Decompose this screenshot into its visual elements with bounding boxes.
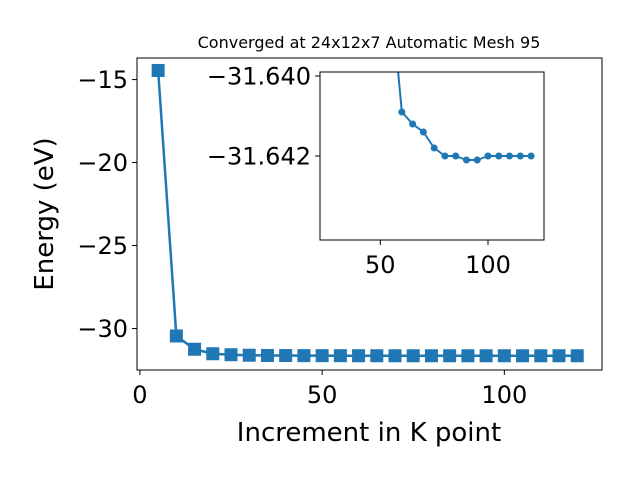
inset-x-tick-label: 100 xyxy=(465,251,511,279)
inset-data-point xyxy=(419,128,427,136)
inset-data-point xyxy=(506,152,514,160)
inset-series-marker-layer xyxy=(398,108,535,164)
inset-data-point xyxy=(462,156,470,164)
main-data-point xyxy=(151,63,165,77)
inset-y-tick-layer: −31.642 −31.640 xyxy=(207,62,320,170)
main-data-point xyxy=(352,349,366,363)
main-data-point xyxy=(534,349,548,363)
main-data-point xyxy=(279,349,293,363)
chart-title: Converged at 24x12x7 Automatic Mesh 95 xyxy=(198,33,541,52)
inset-data-point xyxy=(430,144,438,152)
main-data-point xyxy=(169,329,183,343)
inset-data-point xyxy=(441,152,449,160)
main-data-point xyxy=(388,349,402,363)
main-axes: 0 50 100 −15 −20 −25 −30 xyxy=(77,57,603,409)
main-x-tick-label: 0 xyxy=(132,381,147,409)
main-data-point xyxy=(333,349,347,363)
main-data-point xyxy=(497,349,511,363)
inset-axes: 50 100 −31.642 −31.640 xyxy=(207,62,545,279)
inset-data-point xyxy=(527,152,535,160)
x-axis-label: Increment in K point xyxy=(237,418,501,448)
main-data-point xyxy=(188,342,202,356)
inset-y-tick-label: −31.642 xyxy=(207,142,311,170)
main-data-point xyxy=(570,349,584,363)
main-y-tick-label: −20 xyxy=(77,149,128,177)
main-data-point xyxy=(443,349,457,363)
main-y-tick-layer: −15 −20 −25 −30 xyxy=(77,66,137,343)
inset-data-point xyxy=(409,120,417,128)
main-data-point xyxy=(406,349,420,363)
main-data-point xyxy=(461,349,475,363)
main-data-point xyxy=(516,349,530,363)
main-data-point xyxy=(297,349,311,363)
main-series-marker-layer xyxy=(151,63,584,363)
main-data-point xyxy=(260,348,274,362)
main-y-tick-label: −15 xyxy=(77,66,128,94)
main-data-point xyxy=(315,349,329,363)
main-data-point xyxy=(552,349,566,363)
inset-data-point xyxy=(452,152,460,160)
main-data-point xyxy=(242,348,256,362)
main-x-tick-label: 100 xyxy=(481,381,527,409)
main-plot-frame xyxy=(136,57,603,371)
y-axis-label: Energy (eV) xyxy=(30,137,60,290)
inset-data-point xyxy=(484,152,492,160)
inset-data-point xyxy=(473,156,481,164)
main-data-point xyxy=(424,349,438,363)
main-data-point xyxy=(370,349,384,363)
inset-data-point xyxy=(516,152,524,160)
main-data-point xyxy=(206,347,220,361)
inset-x-tick-label: 50 xyxy=(365,251,396,279)
inset-y-tick-label: −31.640 xyxy=(207,62,311,90)
main-x-tick-label: 50 xyxy=(307,381,338,409)
main-data-point xyxy=(224,348,238,362)
main-x-tick-layer: 0 50 100 xyxy=(132,370,527,409)
main-y-tick-label: −25 xyxy=(77,232,128,260)
main-data-point xyxy=(479,349,493,363)
inset-data-point xyxy=(398,108,406,116)
inset-data-point xyxy=(495,152,503,160)
main-y-tick-label: −30 xyxy=(77,315,128,343)
inset-x-tick-layer: 50 100 xyxy=(365,240,511,279)
